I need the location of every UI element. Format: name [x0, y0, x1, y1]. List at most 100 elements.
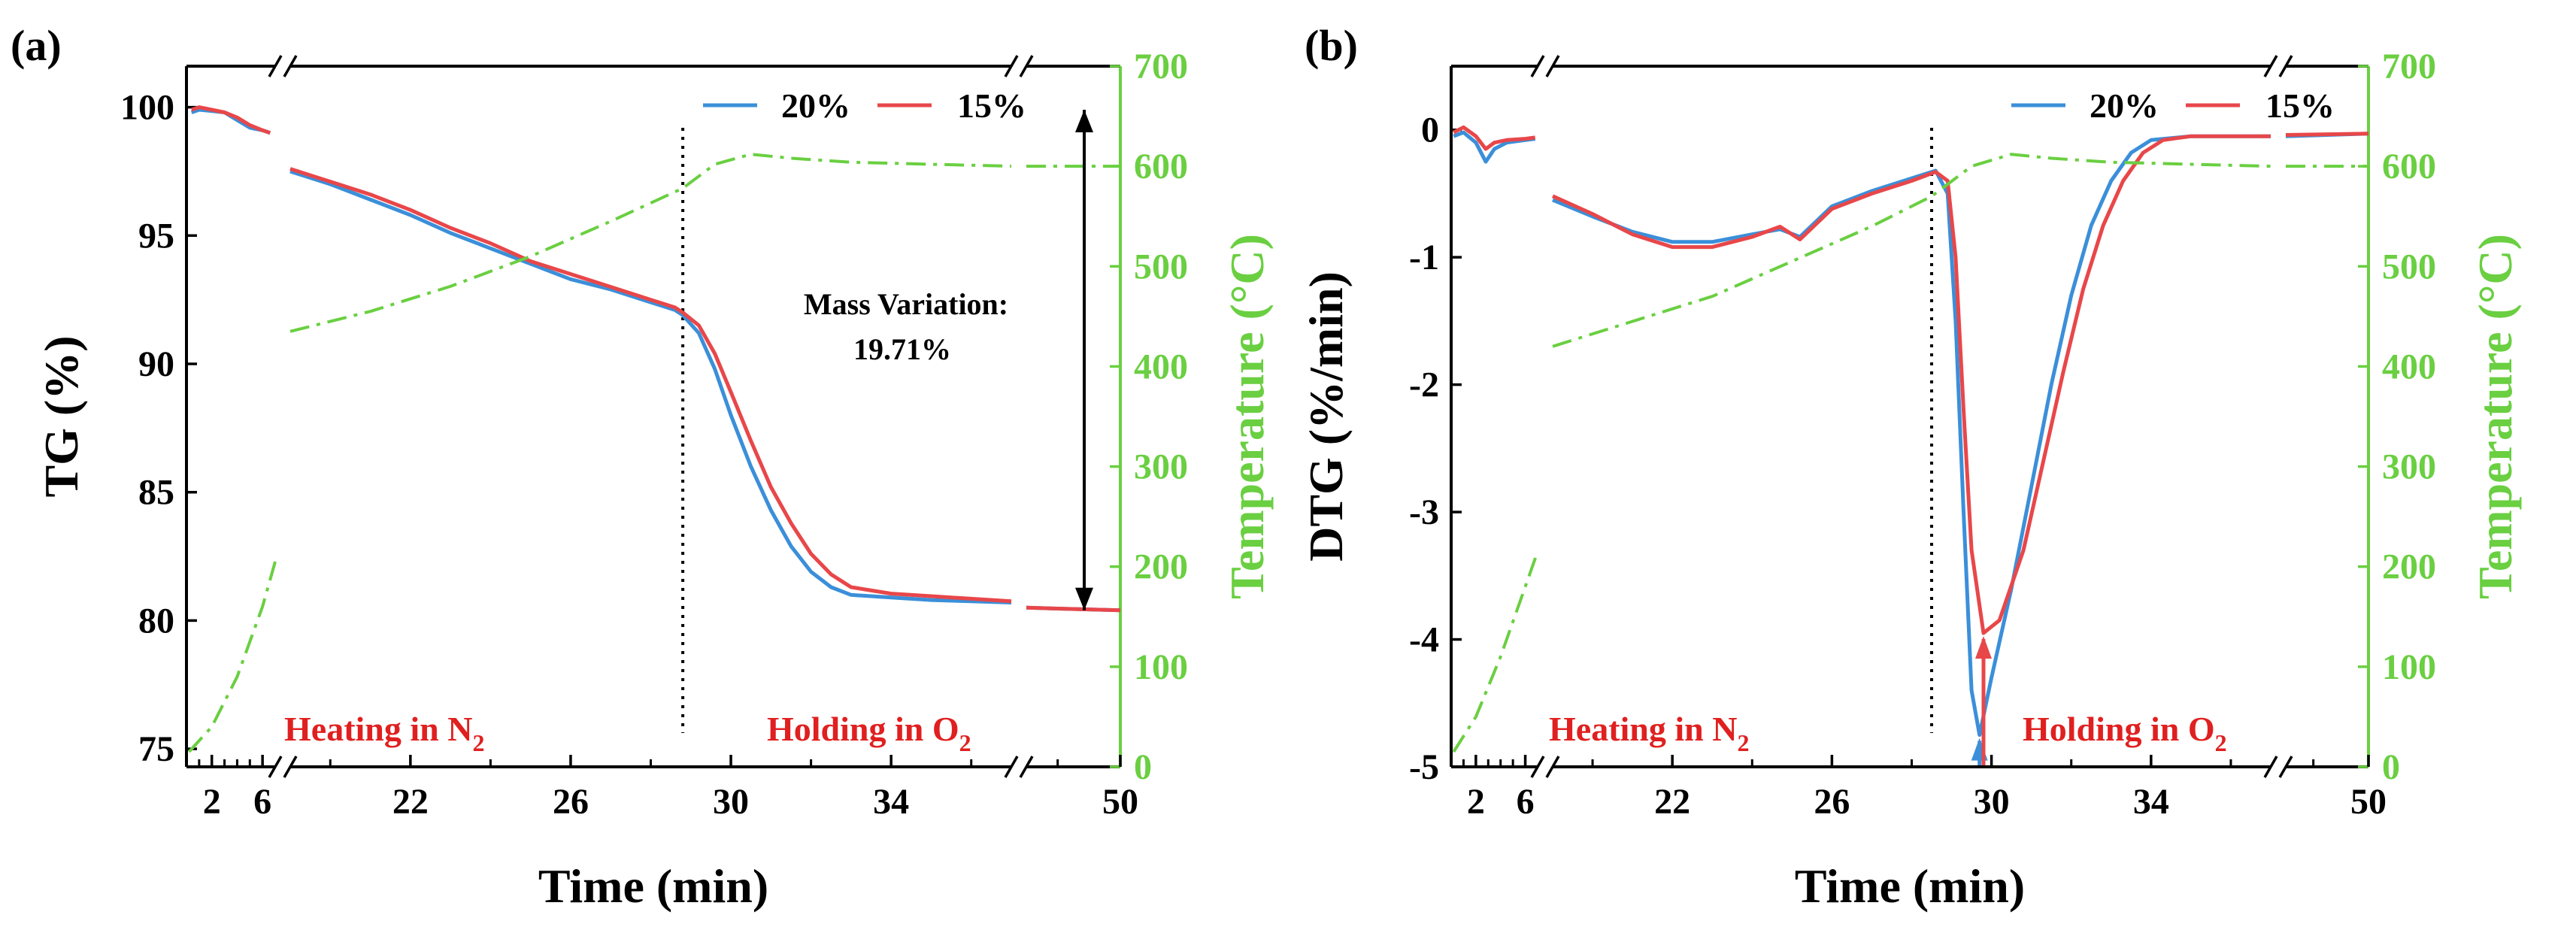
- holding-label-subscript: 2: [959, 729, 971, 756]
- y-tick-label: -4: [1409, 620, 1439, 660]
- y2-tick-label: 300: [1134, 447, 1188, 487]
- series-line-temperature: [1452, 551, 1539, 753]
- series-line-15pct: [190, 105, 271, 135]
- axis-break-mark: [283, 55, 298, 77]
- series-line-temperature: [187, 561, 277, 753]
- y2-tick-label: 700: [1134, 47, 1188, 86]
- y-tick-label: 100: [120, 88, 174, 128]
- y-tick-label: 85: [138, 473, 174, 513]
- series-line-temperature: [289, 153, 1012, 333]
- x-tick-label: 2: [203, 782, 221, 822]
- y-tick-label: 90: [138, 344, 174, 384]
- y-tick-label: -3: [1409, 492, 1439, 532]
- heating-label: Heating in N2: [1549, 710, 1749, 756]
- series-line-20pct: [1453, 130, 1536, 164]
- axis-break-mark: [2278, 55, 2293, 77]
- axis-break-mark: [268, 756, 283, 778]
- legend-label-20pct: 20%: [781, 86, 850, 125]
- series-line-15pct: [289, 167, 1012, 604]
- holding-label: Holding in O2: [2023, 710, 2227, 756]
- y-tick-label: 95: [138, 216, 174, 256]
- y2-tick-label: 200: [1134, 547, 1188, 587]
- y2-tick-label: 700: [2382, 47, 2436, 86]
- y2-tick-label: 400: [2382, 347, 2436, 386]
- y-tick-label: -5: [1409, 747, 1439, 787]
- x-tick-label: 22: [392, 782, 429, 822]
- mass-variation-label: Mass Variation:: [804, 287, 1008, 321]
- series-line-15pct: [1453, 125, 1536, 151]
- holding-label-text: Holding in O: [767, 710, 959, 748]
- axis-break-mark: [2263, 756, 2278, 778]
- axis-break-mark: [1545, 756, 1560, 778]
- y-tick-label: -2: [1409, 365, 1439, 405]
- y2-tick-label: 400: [1134, 347, 1188, 386]
- x-axis-title: Time (min): [538, 859, 768, 913]
- x-axis-title: Time (min): [1795, 859, 2025, 913]
- y2-tick-label: 0: [1134, 747, 1152, 787]
- x-tick-label: 30: [1974, 782, 2010, 822]
- legend-label-15pct: 15%: [957, 86, 1026, 125]
- mass-variation-value: 19.71%: [853, 332, 951, 366]
- y-tick-label: 0: [1421, 111, 1439, 150]
- y2-axis-title: Temperature (°C): [2468, 234, 2522, 599]
- x-tick-label: 2: [1467, 782, 1485, 822]
- axis-break-mark: [1530, 756, 1545, 778]
- x-tick-label: 50: [1102, 782, 1138, 822]
- y-tick-label: 80: [138, 601, 174, 641]
- axis-break-mark: [1019, 55, 1034, 77]
- x-tick-label: 34: [2133, 782, 2169, 822]
- y2-tick-label: 0: [2382, 747, 2400, 787]
- y2-tick-label: 500: [1134, 247, 1188, 286]
- axis-break-mark: [1004, 55, 1019, 77]
- arrow-head-up: [1075, 110, 1093, 133]
- holding-label-subscript: 2: [2215, 729, 2227, 756]
- axis-break-mark: [2263, 55, 2278, 77]
- y-tick-label: -1: [1409, 238, 1439, 277]
- arrow-head-down: [1075, 587, 1093, 610]
- series-line-20pct: [289, 169, 1012, 604]
- series-line-15pct: [1551, 134, 2271, 635]
- axis-break-mark: [283, 756, 298, 778]
- axis-break-mark: [1530, 55, 1545, 77]
- x-tick-label: 26: [1814, 782, 1850, 822]
- y2-tick-label: 600: [2382, 147, 2436, 186]
- x-tick-label: 50: [2350, 782, 2387, 822]
- heating-label-subscript: 2: [472, 729, 484, 756]
- legend-label-15pct: 15%: [2265, 86, 2335, 125]
- x-tick-label: 34: [873, 782, 909, 822]
- y2-tick-label: 100: [1134, 647, 1188, 687]
- y-axis-title: TG (%): [35, 335, 88, 497]
- series-line-15pct: [1026, 605, 1121, 613]
- x-tick-label: 30: [713, 782, 749, 822]
- x-tick-label: 6: [253, 782, 271, 822]
- x-tick-label: 6: [1517, 782, 1535, 822]
- holding-label-text: Holding in O: [2023, 710, 2215, 748]
- y-axis-title: DTG (%/min): [1299, 271, 1353, 562]
- axis-break-mark: [1545, 55, 1560, 77]
- y2-tick-label: 500: [2382, 247, 2436, 286]
- heating-label-text: Heating in N: [284, 710, 472, 748]
- axis-break-mark: [1004, 756, 1019, 778]
- y2-tick-label: 300: [2382, 447, 2436, 487]
- series-line-15pct: [2285, 132, 2369, 137]
- heating-label-text: Heating in N: [1549, 710, 1737, 748]
- series-line-temperature: [1552, 153, 2271, 348]
- y2-axis-title: Temperature (°C): [1220, 234, 1274, 599]
- legend-label-20pct: 20%: [2090, 86, 2159, 125]
- legend: 20% 15%: [2011, 86, 2335, 125]
- axis-break-mark: [2278, 756, 2293, 778]
- x-tick-label: 22: [1654, 782, 1690, 822]
- heating-label-subscript: 2: [1737, 729, 1749, 756]
- axis-break-mark: [268, 55, 283, 77]
- y2-tick-label: 200: [2382, 547, 2436, 587]
- peak-marker-arrow: [1975, 636, 1992, 659]
- y-tick-label: 75: [138, 729, 174, 769]
- panel-label: (b): [1305, 21, 1358, 70]
- x-tick-label: 26: [553, 782, 589, 822]
- panel-label: (a): [11, 21, 62, 70]
- y2-tick-label: 100: [2382, 647, 2436, 687]
- series-line-20pct: [1552, 134, 2271, 738]
